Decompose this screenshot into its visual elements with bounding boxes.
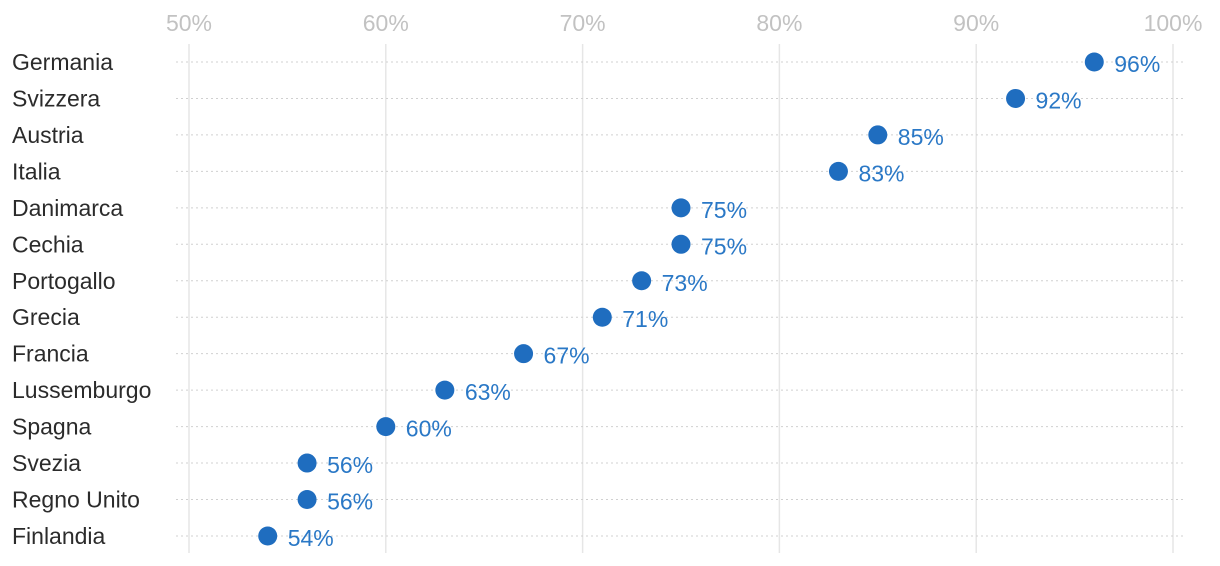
category-label-finlandia: Finlandia [12,523,106,549]
value-label-italia: 83% [858,160,904,186]
category-label-grecia: Grecia [12,304,80,330]
data-point-lussemburgo [435,380,455,400]
value-label-germania: 96% [1114,51,1160,77]
category-label-francia: Francia [12,341,89,367]
data-points [258,52,1104,546]
data-point-regno-unito [297,490,317,510]
x-axis-tick-labels: 50% 60% 70% 80% 90% 100% [166,10,1202,36]
category-label-regno-unito: Regno Unito [12,487,140,513]
value-label-finlandia: 54% [288,525,334,551]
data-point-cechia [671,234,691,254]
x-tick-label-90: 90% [953,10,999,36]
x-tick-label-60: 60% [363,10,409,36]
data-point-francia [514,344,534,364]
x-tick-label-70: 70% [560,10,606,36]
category-label-austria: Austria [12,122,84,148]
value-label-lussemburgo: 63% [465,379,511,405]
value-label-spagna: 60% [406,416,452,442]
value-label-portogallo: 73% [662,270,708,296]
data-point-austria [868,125,888,145]
grid-lines [188,44,1174,553]
data-point-spagna [376,417,396,437]
data-point-svizzera [1006,88,1026,108]
category-labels: Germania Svizzera Austria Italia Danimarca Ce… [12,49,151,549]
data-point-italia [828,161,848,181]
data-point-svezia [297,453,317,473]
row-guide-lines [176,61,1186,537]
category-label-germania: Germania [12,49,113,75]
value-label-svizzera: 92% [1036,87,1082,113]
category-label-svezia: Svezia [12,450,81,476]
category-label-spagna: Spagna [12,414,92,440]
category-label-portogallo: Portogallo [12,268,116,294]
value-label-cechia: 75% [701,233,747,259]
value-labels: 96% 92% 85% 83% 75% 75% 73% 71% 67% 63% 60% 56% 56% 5… [288,51,1161,551]
data-point-portogallo [632,271,652,291]
x-tick-label-80: 80% [756,10,802,36]
value-label-francia: 67% [544,343,590,369]
value-label-grecia: 71% [622,306,668,332]
x-tick-label-100: 100% [1144,10,1203,36]
category-label-danimarca: Danimarca [12,195,123,221]
data-point-danimarca [671,198,691,218]
category-label-svizzera: Svizzera [12,85,100,111]
data-point-finlandia [258,526,278,546]
data-point-grecia [592,307,612,327]
x-tick-label-50: 50% [166,10,212,36]
value-label-regno-unito: 56% [327,489,373,515]
category-label-italia: Italia [12,158,61,184]
data-point-germania [1084,52,1104,72]
category-label-lussemburgo: Lussemburgo [12,377,151,403]
value-label-austria: 85% [898,124,944,150]
category-label-cechia: Cechia [12,231,84,257]
value-label-danimarca: 75% [701,197,747,223]
value-label-svezia: 56% [327,452,373,478]
